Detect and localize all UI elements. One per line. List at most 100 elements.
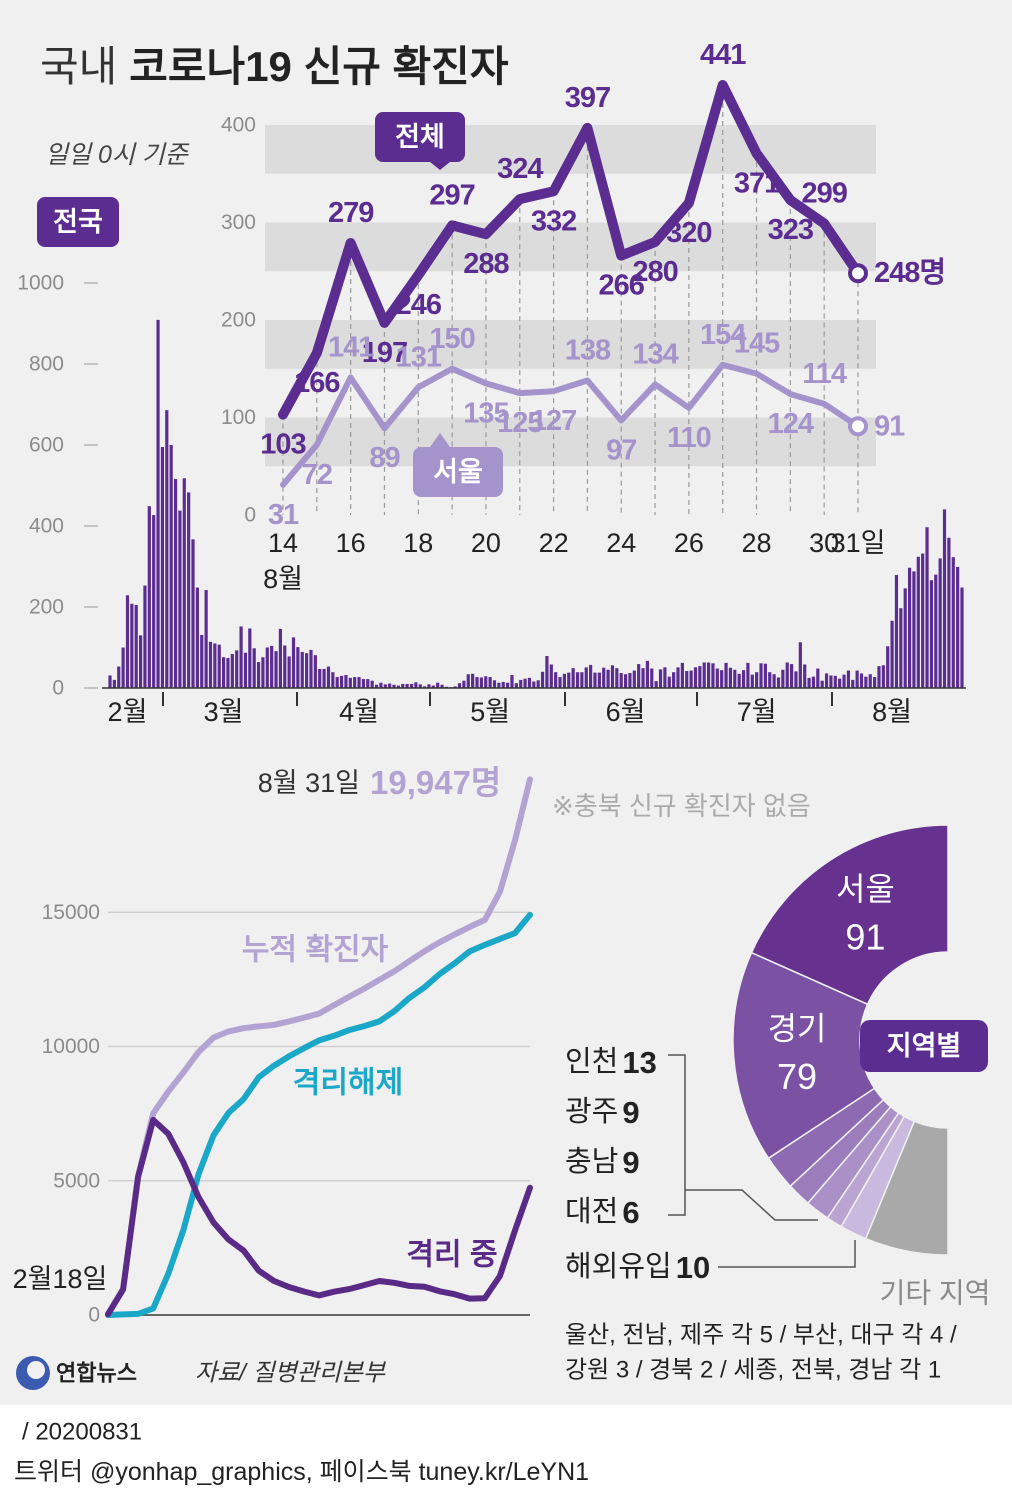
bar: [370, 680, 374, 688]
list-label: 충남: [565, 1146, 618, 1178]
bar: [484, 676, 488, 688]
end-point: [848, 416, 868, 437]
pie-title-badge: [860, 1020, 988, 1072]
title: 국내 코로나19 신규 확진자: [40, 43, 509, 90]
bar: [208, 641, 213, 688]
bar: [147, 506, 151, 688]
bar: [938, 558, 942, 688]
bar: [589, 664, 593, 688]
bar: [152, 515, 156, 688]
bar: [846, 670, 850, 688]
bar: [894, 575, 899, 688]
data-label: 299: [801, 177, 847, 209]
series-badge: [413, 447, 503, 497]
data-label: 124: [768, 408, 814, 440]
bar: [820, 680, 824, 688]
bar: [222, 657, 226, 688]
note: ※충북 신규 확진자 없음: [552, 791, 811, 821]
bar: [322, 668, 326, 688]
bar: [178, 510, 182, 688]
bar: [593, 672, 597, 688]
bar: [361, 679, 366, 688]
bar: [532, 681, 536, 688]
data-label: 141: [328, 332, 374, 364]
bar: [165, 410, 169, 688]
bar: [243, 652, 248, 688]
data-label: 166: [294, 367, 340, 399]
bar: [348, 677, 352, 688]
list-item: 광주 9: [565, 1095, 640, 1130]
bar: [851, 679, 855, 688]
bar: [479, 677, 483, 688]
x-tick-label: 2월18일: [13, 1264, 108, 1294]
bar: [803, 664, 807, 688]
badge-pointer: [430, 162, 450, 170]
bar: [182, 478, 186, 688]
month-dividers: [162, 692, 833, 706]
bar: [226, 658, 230, 688]
x-tick-label: 18: [403, 528, 433, 558]
leader: [685, 1189, 818, 1221]
bar: [501, 681, 505, 688]
slice-label: 경기: [768, 1010, 827, 1046]
bar: [833, 675, 837, 688]
bar: [366, 679, 370, 688]
bar: [628, 673, 632, 688]
data-label: 145: [734, 328, 780, 360]
data-label: 138: [565, 334, 611, 366]
data-label: 154: [700, 319, 746, 351]
bar: [807, 677, 811, 688]
bar: [672, 672, 676, 688]
bar: [339, 675, 344, 688]
list-label: 광주: [565, 1096, 618, 1128]
data-label: 441: [700, 39, 746, 71]
x-tick-label: 16: [336, 528, 366, 558]
bar: [169, 445, 173, 688]
end-point: [848, 263, 868, 284]
x-tick-label: 14: [268, 528, 298, 558]
bar: [462, 680, 466, 688]
bar: [274, 651, 278, 688]
badge-text: 전국: [53, 207, 103, 237]
y-tick-label: 400: [221, 114, 256, 137]
bracket: [668, 1054, 686, 1216]
x-tick-label: 3월: [204, 697, 244, 727]
bar: [680, 662, 684, 688]
bar: [318, 668, 322, 688]
data-label: 89: [369, 442, 400, 474]
bar: [195, 587, 199, 688]
detail: 울산, 전남, 제주 각 5 / 부산, 대구 각 4 /: [565, 1322, 957, 1349]
data-label: 97: [606, 434, 636, 466]
bar: [418, 684, 422, 688]
data-label: 91: [874, 410, 905, 442]
bar: [907, 567, 912, 688]
x-tick-label: 6월: [606, 697, 646, 727]
bar: [798, 642, 802, 688]
series-label: 격리해제: [293, 1067, 403, 1100]
bar: [239, 626, 243, 688]
bar: [357, 677, 361, 688]
bar: [567, 672, 571, 688]
data-label: 332: [531, 205, 576, 237]
grid-band: [265, 417, 876, 467]
bar: [942, 509, 947, 688]
bar: [549, 664, 553, 688]
bar: [405, 683, 409, 688]
list-value: 6: [622, 1195, 639, 1230]
bar: [523, 678, 527, 688]
bar: [527, 677, 532, 688]
bar: [374, 684, 379, 688]
bar: [623, 674, 628, 688]
bar: [658, 669, 663, 688]
bar: [296, 647, 300, 688]
bar: [427, 684, 431, 688]
data-label: 288: [463, 248, 509, 280]
bar: [278, 628, 282, 688]
bar: [134, 604, 138, 688]
bar: [514, 683, 518, 688]
bar: [130, 603, 134, 688]
title-prefix: 국내: [40, 43, 117, 90]
annotation: 8월 31일: [258, 768, 360, 798]
bar: [921, 553, 925, 688]
bar: [868, 674, 872, 688]
